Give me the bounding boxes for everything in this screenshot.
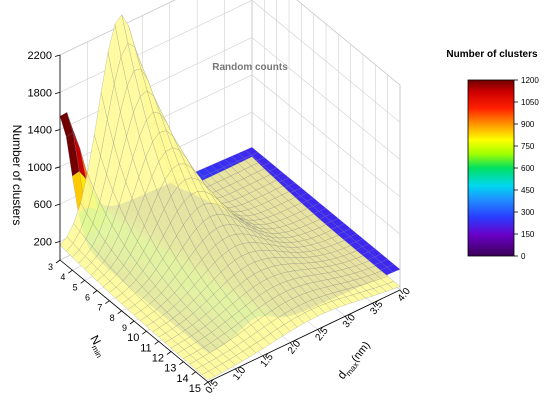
x-tick	[129, 320, 135, 325]
colorbar-gradient	[467, 79, 515, 257]
x-tick	[68, 269, 73, 274]
y-tick	[207, 381, 212, 387]
z-tick	[54, 129, 61, 132]
x-tick-label: 9	[122, 323, 127, 333]
x-tick	[117, 310, 122, 315]
y-tick	[317, 329, 322, 334]
x-tick	[154, 341, 159, 345]
yellow-surface-patch	[201, 370, 216, 381]
x-tick-label: 6	[85, 293, 90, 303]
z-axis: 200 600 1000 1400 1800 2200	[28, 50, 61, 260]
y-tick	[399, 289, 404, 295]
x-tick-label: 8	[110, 313, 115, 323]
x-tick	[203, 381, 209, 386]
x-tick	[55, 259, 61, 264]
x-tick-label: 5	[73, 282, 78, 292]
colorbar-tick-label: 450	[521, 186, 535, 195]
z-tick-label: 2200	[28, 50, 52, 62]
y-axis-title: dmax(nm)	[334, 338, 374, 383]
x-tick	[179, 361, 184, 365]
x-tick	[105, 300, 110, 304]
x-tick	[142, 330, 147, 335]
x-axis-title: Nmin	[86, 333, 110, 360]
z-tick	[54, 91, 61, 95]
x-tick-label: 14	[176, 373, 188, 385]
z-tick-label: 1000	[28, 162, 52, 174]
y-tick	[262, 355, 267, 360]
x-tick-label: 7	[97, 303, 102, 313]
svg-text:dmax(nm): dmax(nm)	[334, 338, 374, 383]
x-tick	[166, 351, 172, 355]
annotation-random-counts: Random counts	[212, 62, 288, 73]
z-tick	[54, 203, 61, 206]
colorbar-tick-label: 900	[521, 120, 535, 129]
colorbar: Number of clusters 0 150 300 450 600 750 900 10…	[446, 49, 539, 261]
colorbar-tick-label: 150	[521, 230, 535, 239]
z-tick	[54, 54, 61, 57]
x-tick-label: 10	[127, 332, 139, 344]
y-tick	[344, 316, 349, 321]
svg-text:Nmin: Nmin	[86, 333, 110, 360]
x-tick-label: 12	[152, 353, 164, 365]
random-counts-surface	[59, 14, 401, 381]
colorbar-tick-label: 1050	[521, 98, 539, 107]
y-tick	[372, 302, 376, 308]
x-tick-label: 15	[189, 383, 201, 395]
colorbar-tick-label: 1200	[521, 76, 539, 85]
colorbar-title: Number of clusters	[446, 49, 538, 60]
x-tick	[191, 371, 196, 376]
z-tick	[54, 240, 61, 244]
colorbar-tick-label: 750	[521, 142, 535, 151]
x-tick-label: 13	[164, 363, 176, 375]
x-tick-label: 4	[60, 272, 65, 282]
x-tick-label: 3	[48, 262, 53, 272]
z-axis-title: Number of clusters	[10, 125, 24, 226]
z-tick-label: 200	[34, 236, 52, 248]
y-tick	[235, 368, 239, 374]
colorbar-tick-label: 600	[521, 164, 535, 173]
x-tick	[80, 280, 85, 284]
y-axis-line	[207, 289, 401, 383]
z-tick-label: 1400	[28, 125, 52, 137]
colorbar-tick-label: 0	[521, 252, 526, 261]
y-tick	[289, 342, 294, 347]
z-tick-label: 1800	[28, 87, 52, 99]
colorbar-tick-label: 300	[521, 208, 535, 217]
x-tick-label: 11	[140, 342, 151, 354]
x-tick	[92, 290, 98, 294]
z-tick-label: 600	[34, 199, 52, 211]
z-tick	[54, 166, 61, 169]
